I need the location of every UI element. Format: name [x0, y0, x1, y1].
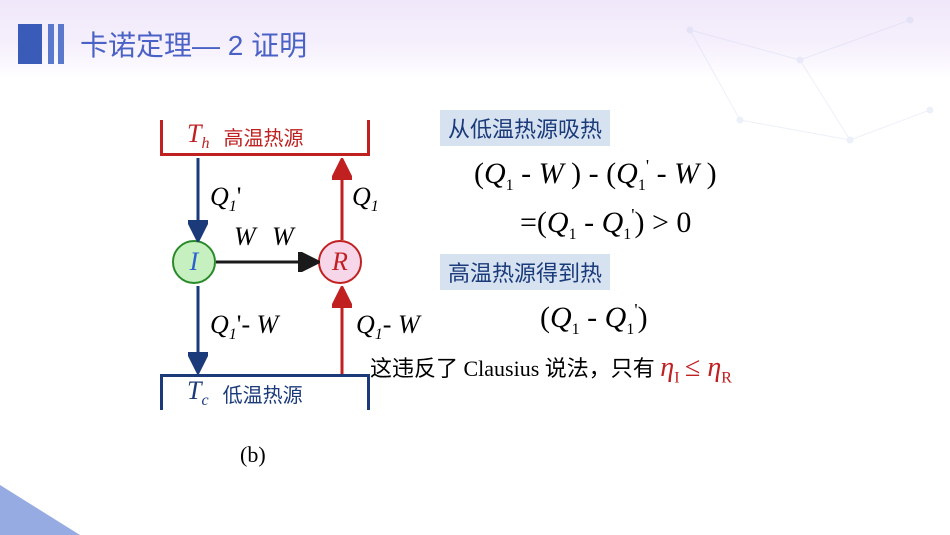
label-W-right: W	[272, 222, 294, 252]
arrow-cold-to-R	[332, 286, 352, 376]
content-area: Th 高温热源 Tc 低温热源 I R Q	[0, 100, 950, 520]
equation-1: (Q1 - W ) - (Q1' - W )	[474, 156, 940, 195]
arrow-I-to-R	[216, 252, 320, 272]
slide-title: 卡诺定理— 2 证明	[80, 24, 307, 64]
corner-triangle-decoration	[0, 485, 80, 535]
cold-reservoir: Tc 低温热源	[160, 374, 370, 410]
title-bar: 卡诺定理— 2 证明	[0, 0, 950, 80]
conclusion-text: 这违反了 Clausius 说法，只有 ηI ≤ ηR	[370, 351, 940, 388]
tag-hot-gain: 高温热源得到热	[440, 254, 610, 290]
engine-R-node: R	[318, 240, 362, 284]
label-Q1p-minus-W: Q1'- W	[210, 310, 278, 344]
hot-reservoir: Th 高温热源	[160, 120, 370, 156]
label-Q1-prime: Q1'	[210, 182, 241, 216]
arrow-I-to-cold	[188, 286, 208, 376]
hot-label: 高温热源	[223, 122, 303, 151]
title-stripes	[48, 24, 64, 64]
engine-I-node: I	[172, 240, 216, 284]
equation-2: =(Q1 - Q1') > 0	[520, 205, 940, 244]
equation-3: (Q1 - Q1')	[540, 300, 940, 339]
diagram-caption: (b)	[240, 442, 266, 468]
label-W-left: W	[234, 222, 256, 252]
right-column: 从低温热源吸热 (Q1 - W ) - (Q1' - W ) =(Q1 - Q1…	[440, 110, 940, 388]
label-Q1-minus-W: Q1- W	[356, 310, 420, 344]
cold-label: 低温热源	[223, 379, 303, 408]
cold-symbol: Tc	[187, 376, 209, 410]
title-block	[18, 24, 42, 64]
arrow-R-to-hot	[332, 158, 352, 242]
carnot-diagram: Th 高温热源 Tc 低温热源 I R Q	[150, 110, 430, 450]
label-Q1: Q1	[352, 182, 379, 216]
arrow-hot-to-I	[188, 158, 208, 242]
tag-cold-absorb: 从低温热源吸热	[440, 110, 610, 146]
hot-symbol: Th	[187, 119, 209, 153]
